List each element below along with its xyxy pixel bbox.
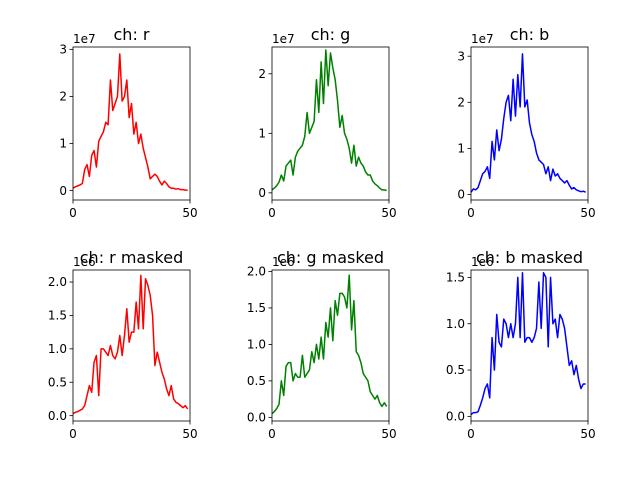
offset-text: 1e6 [73, 255, 96, 269]
subplot-title: ch: r masked [80, 248, 184, 267]
x-tick-label: 50 [182, 427, 197, 441]
series-line [271, 49, 387, 192]
subplot-title: ch: g [311, 25, 351, 44]
series-line [72, 274, 189, 415]
y-tick-label: 1.0 [48, 342, 67, 356]
x-tick-label: 0 [467, 427, 475, 441]
subplot-1: ch: r 1e7 0 50 0 1 2 3 [59, 25, 197, 220]
y-tick-label: 2.0 [247, 265, 266, 279]
y-tick-label: 0 [258, 186, 266, 200]
axes-frame [271, 269, 390, 422]
y-tick-label: 0.0 [247, 411, 266, 425]
series-line [470, 272, 586, 416]
subplot-title: ch: g masked [277, 248, 384, 267]
subplot-title: ch: b [510, 25, 550, 44]
y-tick-label: 0.5 [446, 363, 465, 377]
y-tick-label: 1.5 [446, 271, 465, 285]
x-tick-label: 50 [182, 206, 197, 220]
y-tick-label: 1 [457, 142, 465, 156]
offset-text: 1e6 [272, 255, 295, 269]
offset-text: 1e7 [73, 32, 96, 46]
offset-text: 1e7 [471, 32, 494, 46]
x-tick-label: 50 [580, 427, 595, 441]
subplot-title: ch: r [114, 25, 150, 44]
axes-frame [470, 46, 589, 201]
axes-frame [72, 46, 191, 201]
x-tick-label: 0 [467, 206, 475, 220]
x-tick-label: 50 [580, 206, 595, 220]
subplot-title: ch: b masked [476, 248, 583, 267]
x-tick-label: 0 [69, 427, 77, 441]
y-tick-label: 0.0 [48, 409, 67, 423]
y-tick-label: 3 [59, 43, 67, 57]
y-tick-label: 1.5 [48, 309, 67, 323]
x-tick-label: 0 [268, 206, 276, 220]
x-tick-label: 0 [69, 206, 77, 220]
y-tick-label: 3 [457, 49, 465, 63]
series-line [72, 53, 188, 191]
x-tick-label: 50 [381, 427, 396, 441]
y-tick-label: 1 [59, 137, 67, 151]
axes-frame [271, 46, 390, 201]
x-tick-label: 0 [268, 427, 276, 441]
y-tick-label: 1.5 [247, 301, 266, 315]
y-tick-label: 0 [457, 188, 465, 202]
y-tick-label: 0.0 [446, 410, 465, 424]
y-tick-label: 0 [59, 184, 67, 198]
y-tick-label: 1.0 [247, 338, 266, 352]
axes-frame [72, 269, 191, 422]
y-tick-label: 2 [258, 67, 266, 81]
y-tick-label: 0.5 [247, 374, 266, 388]
offset-text: 1e6 [471, 255, 494, 269]
y-tick-label: 2 [59, 90, 67, 104]
series-line [470, 53, 586, 193]
offset-text: 1e7 [272, 32, 295, 46]
series-line [271, 274, 388, 415]
axes-frame [470, 269, 589, 422]
y-tick-label: 1 [258, 127, 266, 141]
x-tick-label: 50 [381, 206, 396, 220]
y-tick-label: 2.0 [48, 275, 67, 289]
y-tick-label: 2 [457, 96, 465, 110]
y-tick-label: 1.0 [446, 317, 465, 331]
subplot-3: ch: b 1e7 0 50 0 1 2 3 [457, 25, 595, 220]
y-tick-label: 0.5 [48, 375, 67, 389]
subplot-2: ch: g 1e7 0 50 0 1 2 [258, 25, 396, 220]
